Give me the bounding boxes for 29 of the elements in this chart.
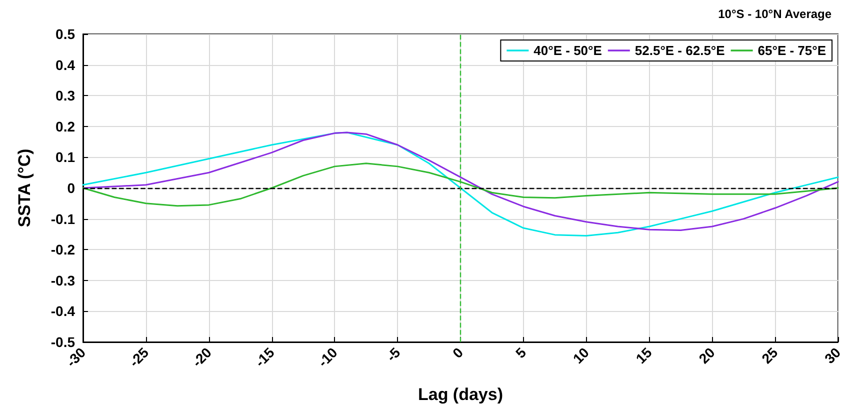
x-tick-label: 10 — [570, 344, 592, 367]
y-tick-label: 0.5 — [56, 26, 76, 42]
y-tick-label: 0.4 — [56, 56, 76, 73]
legend-label: 65°E - 75°E — [758, 43, 826, 58]
y-tick-label: 0.3 — [56, 88, 76, 104]
y-tick-label: -0.5 — [50, 334, 76, 350]
x-tick-label: -10 — [314, 344, 340, 370]
y-tick-label: -0.2 — [50, 242, 76, 258]
x-tick-label: 15 — [632, 344, 656, 367]
y-tick-label: 0 — [67, 180, 76, 196]
y-tick-label: -0.3 — [50, 272, 76, 288]
x-tick-label: 30 — [821, 344, 844, 367]
y-tick-label: -0.4 — [50, 303, 76, 320]
x-axis-title: Lag (days) — [418, 385, 504, 404]
y-tick-label: 0.1 — [56, 149, 76, 166]
x-tick-label: 5 — [512, 344, 530, 362]
x-tick-label: 20 — [696, 344, 718, 367]
x-tick-label: -25 — [126, 344, 152, 370]
y-axis-title: SSTA (°C) — [15, 148, 34, 228]
x-tick-label: 0 — [449, 344, 466, 362]
x-tick-label: -5 — [383, 344, 404, 364]
chart-title: 10°S - 10°N Average — [718, 7, 832, 21]
legend-label: 40°E - 50°E — [534, 43, 602, 58]
x-tick-label: -15 — [252, 344, 278, 370]
x-tick-label: -20 — [188, 344, 215, 370]
y-tick-label: -0.1 — [50, 210, 76, 227]
x-tick-label: 25 — [758, 344, 781, 367]
y-tick-label: 0.2 — [56, 118, 76, 134]
legend-label: 52.5°E - 62.5°E — [634, 43, 726, 58]
